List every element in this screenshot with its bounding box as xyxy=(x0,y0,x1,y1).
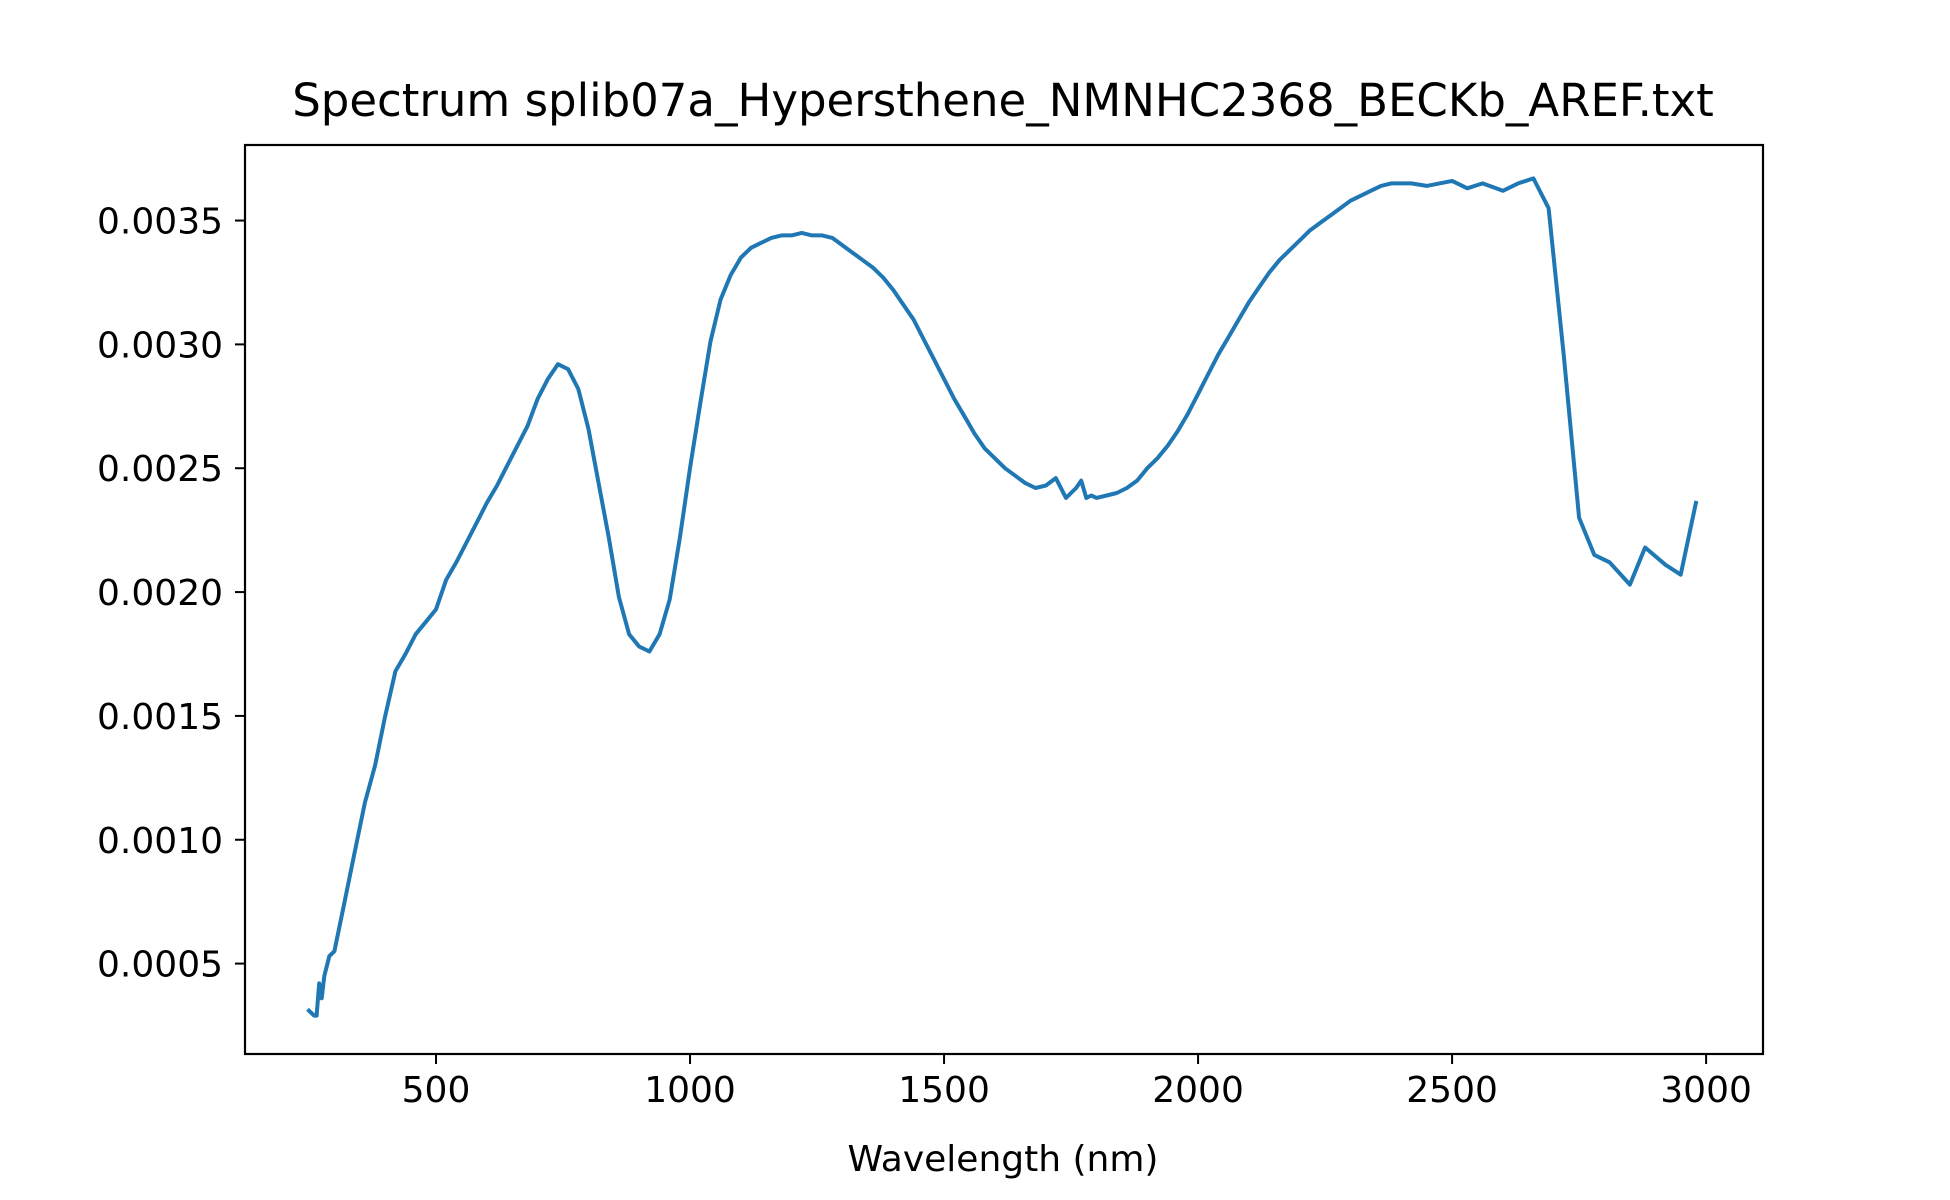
x-tick-label: 1500 xyxy=(898,1070,990,1111)
x-tick-label: 2000 xyxy=(1152,1070,1244,1111)
y-tick-label: 0.0010 xyxy=(97,821,223,862)
chart-title: Spectrum splib07a_Hypersthene_NMNHC2368_… xyxy=(292,74,1714,127)
y-tick-label: 0.0015 xyxy=(97,697,223,738)
x-tick-label: 1000 xyxy=(644,1070,736,1111)
y-tick-label: 0.0025 xyxy=(97,449,223,490)
y-tick-label: 0.0030 xyxy=(97,325,223,366)
y-axis: 0.0005 0.0010 0.0015 0.0020 0.0025 0.0030 0.00… xyxy=(97,202,245,986)
x-tick-label: 2500 xyxy=(1406,1070,1498,1111)
spectrum-series-line xyxy=(306,176,1699,1018)
y-tick-label: 0.0035 xyxy=(97,202,223,243)
plot-area xyxy=(306,176,1699,1018)
x-axis-label: Wavelength (nm) xyxy=(848,1139,1159,1180)
y-tick-label: 0.0020 xyxy=(97,573,223,614)
x-tick-label: 500 xyxy=(402,1070,471,1111)
x-tick-label: 3000 xyxy=(1660,1070,1752,1111)
axes-frame xyxy=(243,143,1765,1056)
y-tick-label: 0.0005 xyxy=(97,945,223,986)
x-axis: 500 1000 1500 2000 2500 3000 xyxy=(402,1054,1752,1111)
